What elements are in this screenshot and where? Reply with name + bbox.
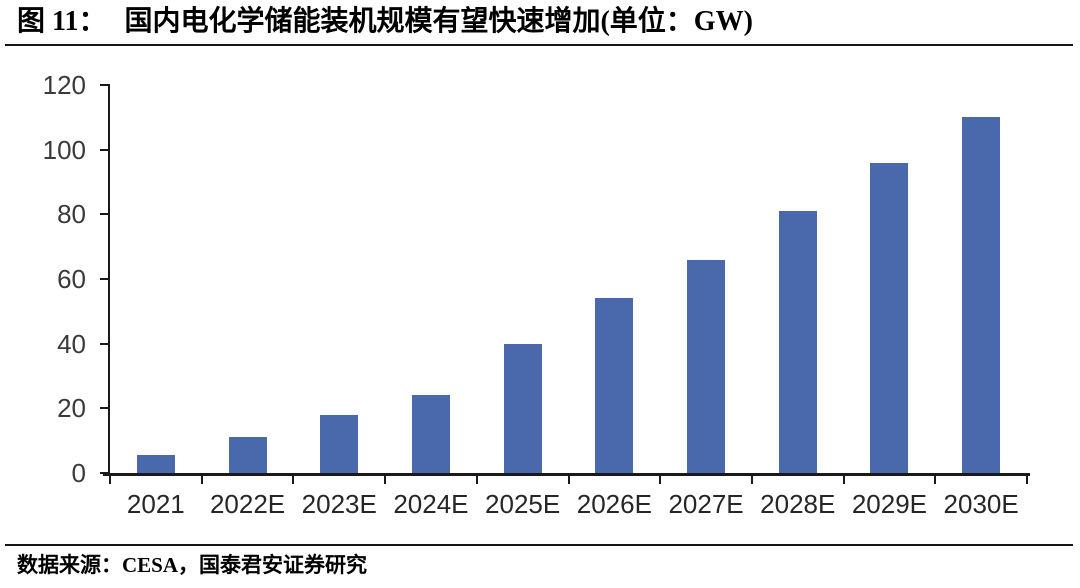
y-axis-tick <box>100 278 110 280</box>
y-tick-label: 40 <box>57 328 86 359</box>
y-tick-label: 60 <box>57 264 86 294</box>
y-tick-label: 120 <box>42 70 86 100</box>
x-axis-tick <box>292 473 295 484</box>
y-axis-tick <box>100 472 110 474</box>
x-tick-label: 2027E <box>668 489 744 519</box>
x-axis-tick <box>842 473 845 484</box>
x-axis-tick <box>567 473 570 484</box>
x-tick-label: 2029E <box>851 489 928 519</box>
x-axis-tick <box>109 473 111 484</box>
x-axis-tick <box>1026 473 1028 484</box>
x-tick-label: 2023E <box>301 489 377 519</box>
y-axis-tick <box>100 213 110 216</box>
x-tick-label: 2025E <box>485 489 561 519</box>
x-tick-label: 2028E <box>760 489 836 519</box>
bar <box>870 162 909 473</box>
bar <box>228 437 267 473</box>
y-axis-tick <box>100 148 110 151</box>
y-axis-tick <box>100 407 110 410</box>
x-axis-tick <box>659 473 662 484</box>
bar <box>962 117 1001 473</box>
title-divider <box>5 44 1073 46</box>
x-axis-tick <box>384 473 387 484</box>
y-tick-label: 100 <box>42 134 86 165</box>
bar <box>320 414 359 473</box>
bar <box>687 259 726 473</box>
x-tick-label: 2021 <box>126 489 185 519</box>
bar <box>411 395 450 473</box>
y-tick-label: 0 <box>71 458 86 488</box>
x-axis-tick <box>934 473 937 484</box>
y-axis-tick <box>100 84 110 86</box>
figure-number-label: 图 11： <box>17 6 107 37</box>
bar <box>778 211 817 473</box>
x-axis <box>103 473 1030 476</box>
x-axis-tick <box>750 473 753 484</box>
x-tick-label: 2030E <box>943 489 1019 519</box>
figure-title-row: 图 11： 国内电化学储能装机规模有望快速增加(单位：GW) <box>17 5 753 39</box>
x-tick-label: 2022E <box>209 489 286 519</box>
x-axis-tick <box>475 473 478 484</box>
y-tick-label: 80 <box>57 199 86 230</box>
figure-title: 国内电化学储能装机规模有望快速增加(单位：GW) <box>124 6 753 37</box>
data-source-note: 数据来源：CESA，国泰君安证券研究 <box>17 553 368 577</box>
y-axis-tick <box>100 342 110 345</box>
x-tick-label: 2024E <box>393 489 469 519</box>
bar <box>136 455 175 473</box>
footer-divider <box>5 544 1073 546</box>
x-axis-tick <box>200 473 203 484</box>
bar <box>595 298 634 473</box>
y-axis <box>108 85 110 476</box>
y-tick-label: 20 <box>57 393 86 424</box>
bar <box>503 343 542 473</box>
x-tick-label: 2026E <box>576 489 652 519</box>
